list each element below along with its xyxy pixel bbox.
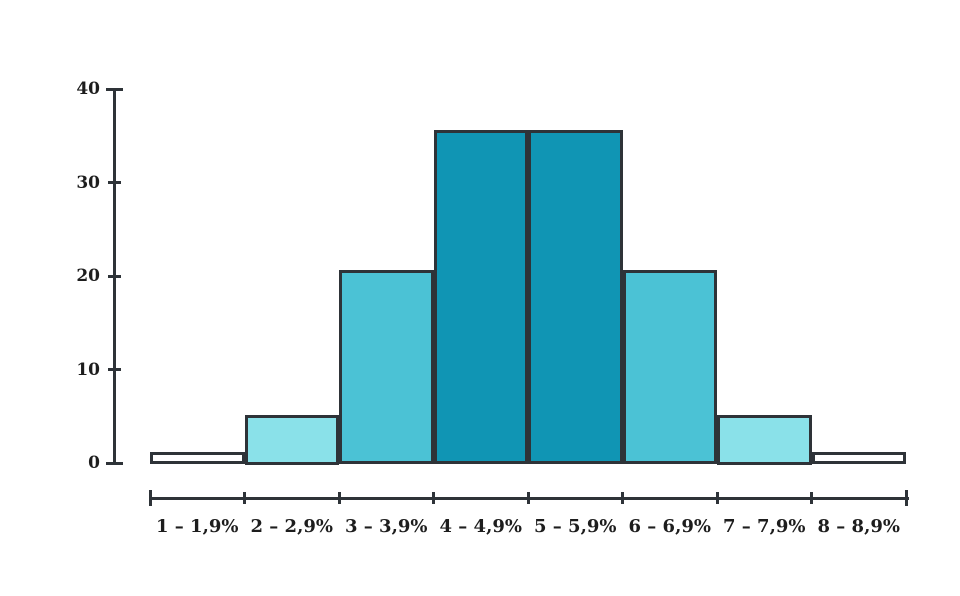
x-tick: [337, 492, 341, 504]
y-tick: [106, 87, 123, 91]
histogram-bar-1: [150, 452, 245, 465]
x-category-label: 2 – 2,9%: [250, 516, 333, 537]
histogram-bar-6: [622, 269, 717, 465]
histogram-bar-2: [244, 414, 339, 465]
x-category-label: 8 – 8,9%: [817, 516, 900, 537]
y-tick-label: 40: [76, 79, 100, 99]
x-tick: [904, 490, 908, 506]
histogram-bar-4: [433, 129, 528, 465]
x-tick: [243, 492, 246, 504]
histogram-bar-3: [339, 269, 434, 465]
histogram-bar-8: [811, 452, 906, 465]
x-tick: [715, 492, 719, 504]
x-category-label: 6 – 6,9%: [628, 516, 711, 537]
x-category-label: 4 – 4,9%: [439, 516, 522, 537]
x-category-label: 3 – 3,9%: [345, 516, 428, 537]
y-tick-label: 10: [76, 359, 100, 380]
y-tick-label: 0: [88, 453, 100, 473]
x-category-label: 7 – 7,9%: [723, 516, 806, 537]
y-tick: [108, 274, 121, 278]
x-category-label: 1 – 1,9%: [156, 516, 239, 537]
x-tick: [148, 490, 152, 506]
y-tick-label: 30: [76, 172, 100, 193]
y-tick: [106, 461, 123, 465]
histogram-bar-5: [528, 129, 623, 465]
x-axis-line: [150, 496, 909, 500]
y-tick-label: 20: [76, 266, 100, 286]
x-category-label: 5 – 5,9%: [534, 516, 617, 537]
x-tick: [526, 492, 530, 504]
x-tick: [621, 492, 624, 504]
y-tick: [108, 368, 121, 371]
x-tick: [432, 492, 435, 504]
histogram-bar-7: [717, 414, 812, 465]
y-tick: [108, 181, 121, 184]
x-tick: [810, 492, 813, 504]
